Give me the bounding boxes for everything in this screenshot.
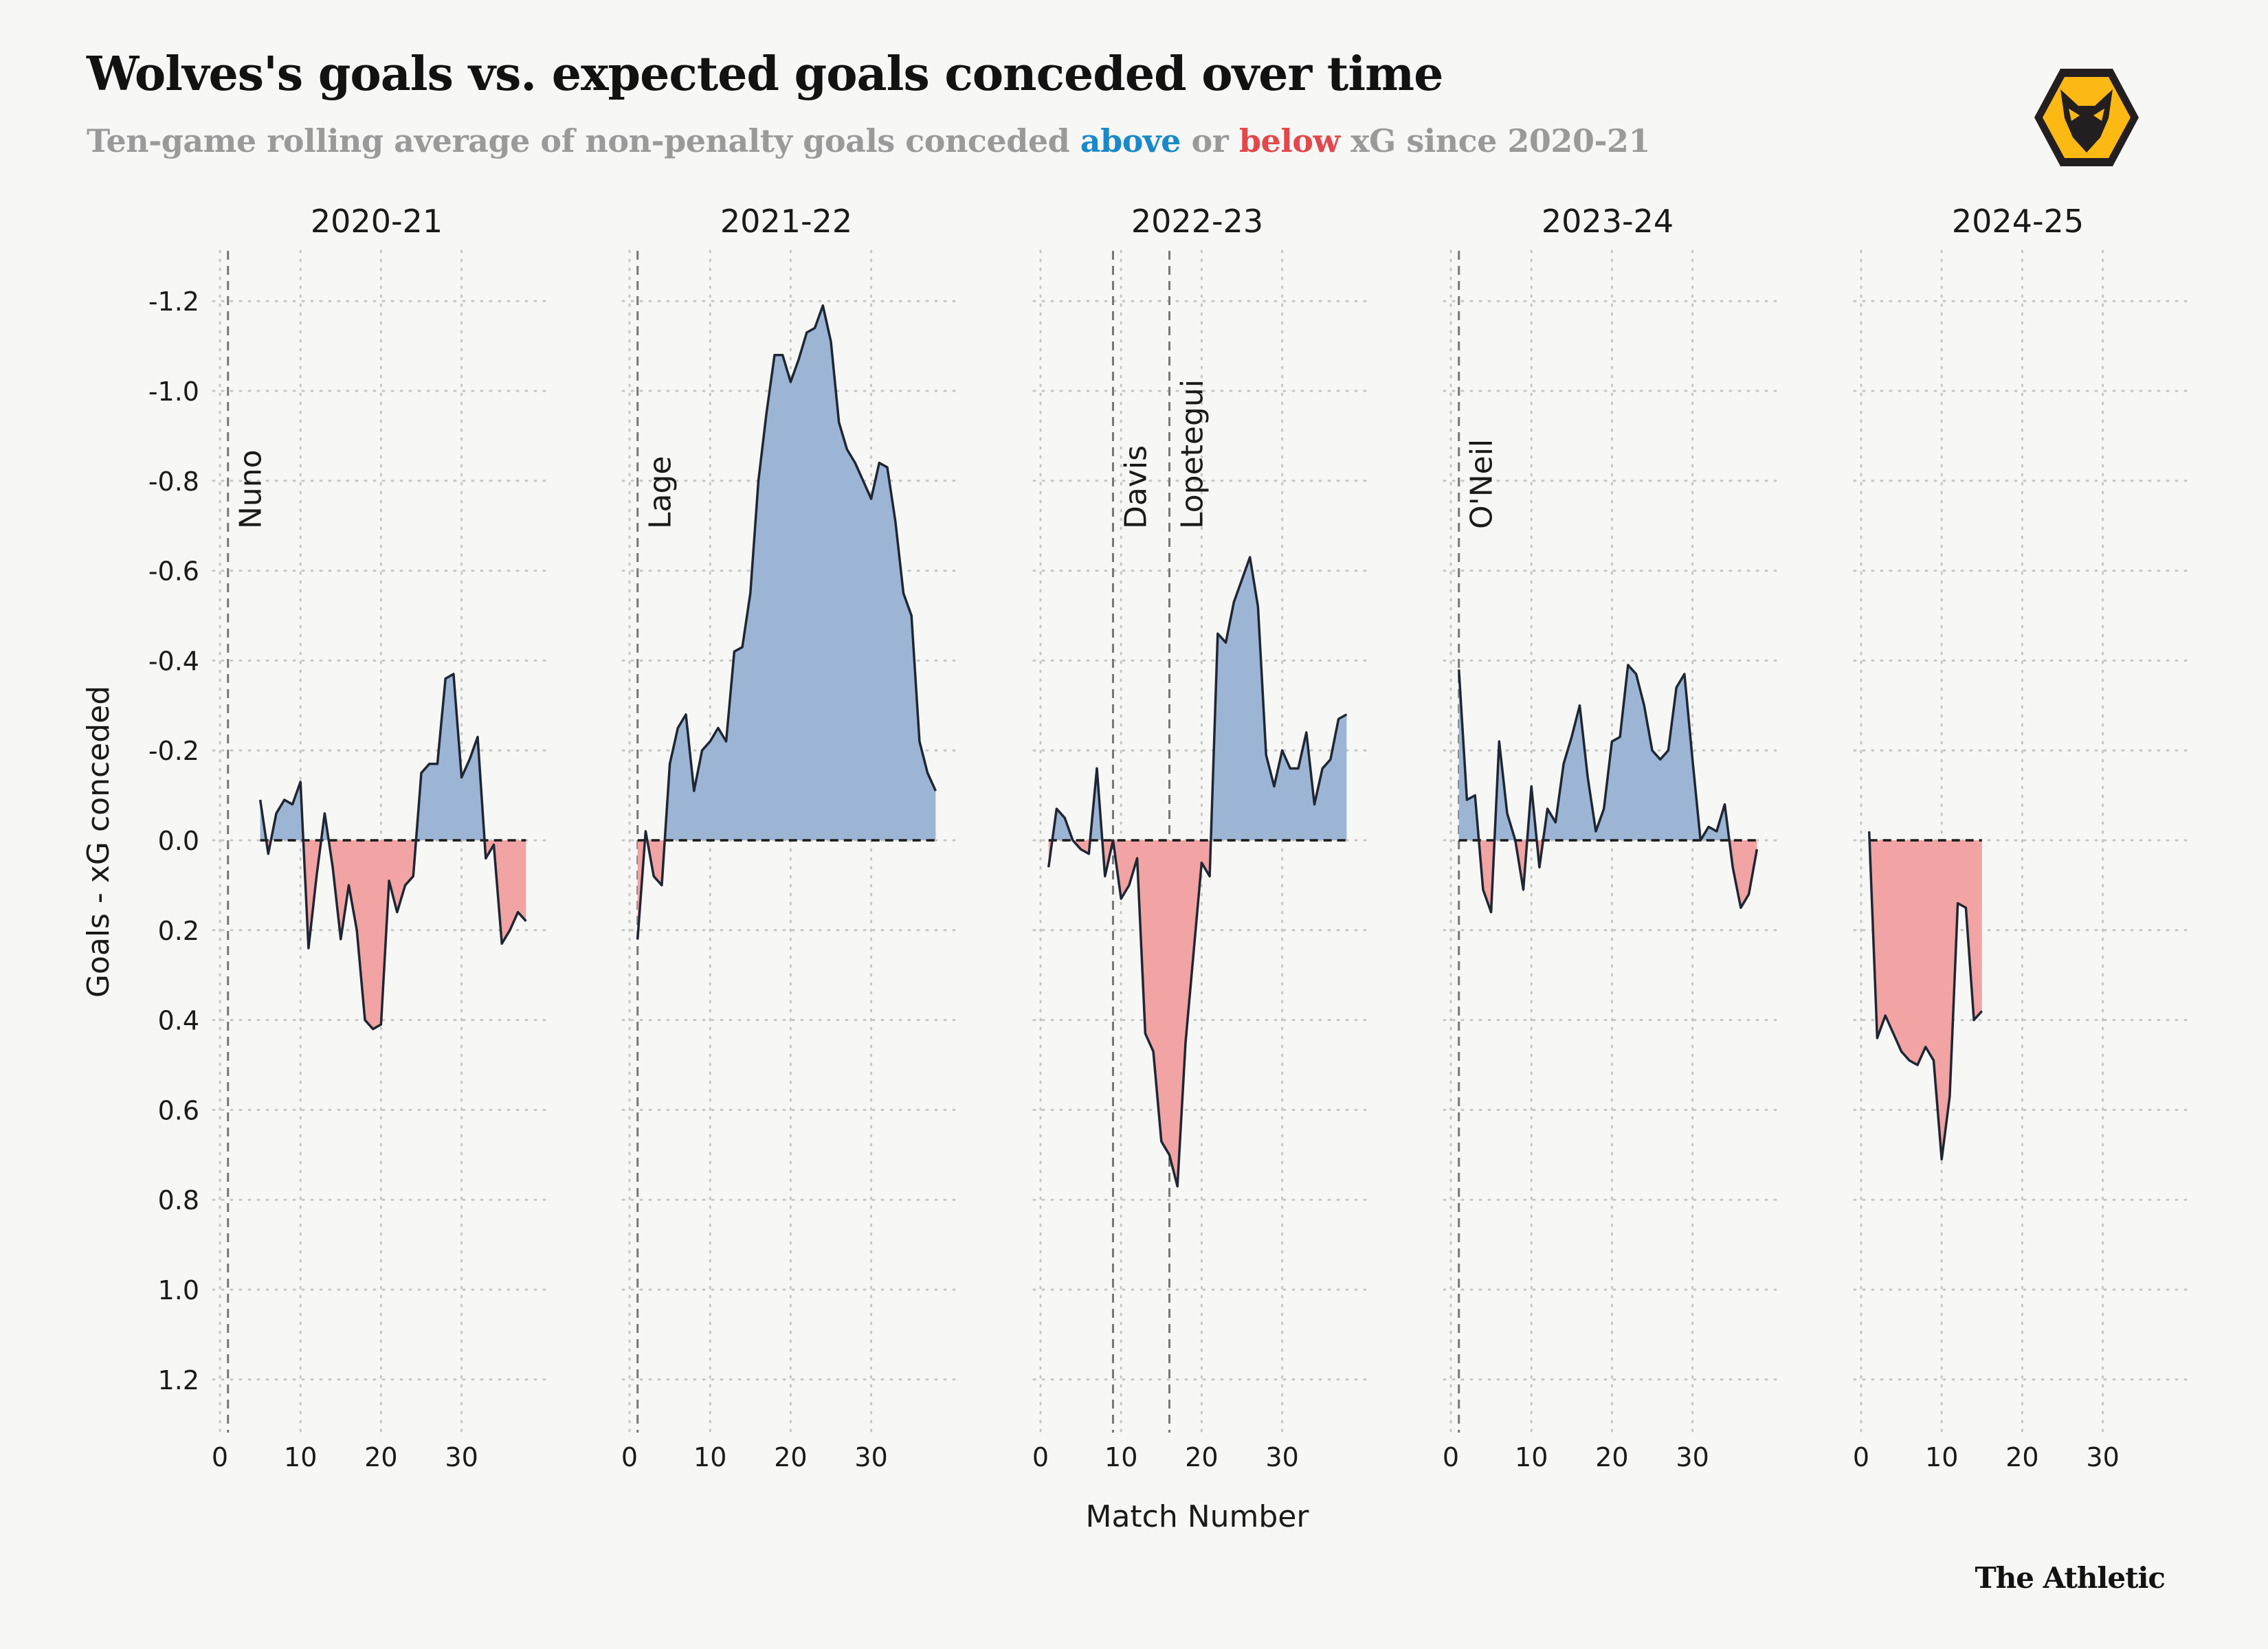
y-tick-label: 0.4 (158, 1006, 199, 1036)
area-below-xg (1869, 840, 1982, 1160)
area-above-xg (260, 674, 526, 840)
wolf-head-icon (2034, 69, 2139, 166)
x-tick-label: 20 (1595, 1442, 1628, 1472)
x-tick-label: 10 (1515, 1442, 1548, 1472)
manager-label: Lopetegui (1175, 379, 1210, 529)
season-panel-2021-22: 0 10 20 30 2021-22 Lage (621, 203, 937, 1472)
x-tick-label: 0 (1032, 1442, 1049, 1472)
y-tick-label: -0.6 (148, 557, 199, 587)
x-axis-label: Match Number (1086, 1499, 1310, 1534)
x-tick-label: 20 (364, 1442, 397, 1472)
y-tick-label: 1.2 (158, 1365, 199, 1395)
x-tick-label: 30 (445, 1442, 478, 1472)
x-tick-label: 0 (1443, 1442, 1459, 1472)
x-tick-label: 10 (284, 1442, 317, 1472)
season-panel-2023-24: 0 10 20 30 2023-24 O'Neil (1443, 203, 1759, 1472)
subtitle-prefix: Ten-game rolling average of non-penalty … (87, 122, 1080, 159)
y-tick-label: -1.2 (148, 287, 199, 317)
y-tick-label: -0.8 (148, 467, 199, 497)
y-tick-label: 0.0 (158, 826, 199, 856)
x-tick-label: 20 (1185, 1442, 1218, 1472)
brand-logo-text: The Athletic (1975, 1561, 2166, 1595)
chart-subtitle: Ten-game rolling average of non-penalty … (87, 122, 1651, 159)
rolling-average-line (1457, 664, 1759, 914)
area-below-xg (1458, 840, 1757, 912)
rolling-average-line (258, 673, 527, 1031)
season-title: 2024-25 (1952, 203, 2084, 240)
rolling-average-line (636, 304, 937, 940)
x-tick-label: 10 (693, 1442, 726, 1472)
season-title: 2020-21 (311, 203, 443, 240)
x-tick-label: 0 (1853, 1442, 1869, 1472)
x-tick-label: 30 (854, 1442, 887, 1472)
y-tick-label: -0.4 (148, 646, 199, 676)
x-tick-label: 20 (2005, 1442, 2038, 1472)
area-above-xg (1048, 557, 1347, 840)
chart-panels: 0 10 20 30 2020-21 Nuno 0 10 20 30 2021-22 Lage 0 10 2… (212, 203, 2120, 1472)
y-tick-label: 0.8 (158, 1185, 199, 1215)
manager-label: Nuno (234, 449, 269, 529)
x-tick-label: 30 (1265, 1442, 1298, 1472)
season-panel-2022-23: 0 10 20 30 2022-23 Davis Lopetegui (1032, 203, 1348, 1472)
x-tick-label: 10 (1925, 1442, 1958, 1472)
y-tick-label: -0.2 (148, 736, 199, 766)
subtitle-above: above (1080, 122, 1181, 159)
x-tick-label: 30 (1676, 1442, 1709, 1472)
rolling-average-line (1047, 556, 1348, 1188)
season-panel-2020-21: 0 10 20 30 2020-21 Nuno (212, 203, 527, 1472)
y-tick-label: 0.2 (158, 916, 199, 946)
subtitle-mid: or (1180, 122, 1239, 159)
area-below-xg (260, 840, 526, 1029)
manager-label: O'Neil (1465, 439, 1500, 529)
manager-label: Lage (643, 456, 678, 529)
season-panel-2024-25: 0 10 20 30 2024-25 (1853, 203, 2120, 1472)
manager-label: Davis (1118, 445, 1153, 529)
area-above-xg (1869, 831, 1982, 840)
gridlines (212, 249, 2189, 1434)
season-title: 2022-23 (1131, 203, 1263, 240)
chart-title: Wolves's goals vs. expected goals conced… (87, 47, 1443, 102)
y-axis: -1.2 -1.0 -0.8 -0.6 -0.4 -0.2 0.0 0.2 0.4 0.6 0.8 1… (148, 287, 199, 1395)
x-tick-label: 0 (212, 1442, 228, 1472)
season-title: 2023-24 (1542, 203, 1674, 240)
area-above-xg (637, 305, 936, 840)
y-tick-label: 1.0 (158, 1275, 199, 1305)
y-tick-label: -1.0 (148, 377, 199, 407)
x-tick-label: 20 (774, 1442, 807, 1472)
y-axis-label: Goals - xG conceded (81, 686, 116, 998)
area-below-xg (637, 840, 936, 939)
area-below-xg (1048, 840, 1347, 1187)
x-tick-label: 30 (2086, 1442, 2119, 1472)
season-title: 2021-22 (720, 203, 852, 240)
x-tick-label: 10 (1104, 1442, 1137, 1472)
subtitle-suffix: xG since 2020-21 (1339, 122, 1651, 159)
subtitle-below: below (1238, 122, 1340, 159)
x-tick-label: 0 (621, 1442, 638, 1472)
area-above-xg (1458, 664, 1757, 840)
y-tick-label: 0.6 (158, 1095, 199, 1125)
